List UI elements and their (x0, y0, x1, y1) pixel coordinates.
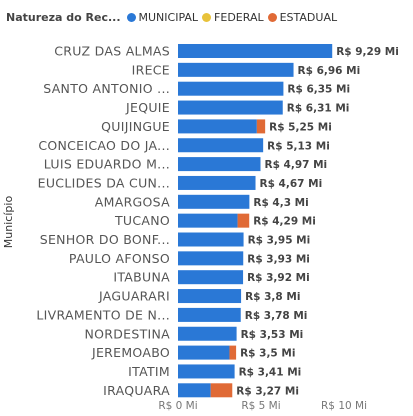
data-label: R$ 9,29 Mi (336, 46, 399, 58)
data-label: R$ 5,25 Mi (269, 121, 332, 133)
legend-item-federal[interactable]: FEDERAL (202, 11, 264, 24)
y-tick-label: EUCLIDES DA CUN... (38, 175, 170, 190)
bar-municipal[interactable] (178, 44, 333, 58)
y-tick-label: ITABUNA (113, 270, 170, 285)
data-label: R$ 3,78 Mi (245, 310, 308, 322)
bar-municipal[interactable] (178, 213, 238, 228)
bar-estadual[interactable] (256, 119, 266, 134)
bar-municipal[interactable] (178, 194, 250, 209)
chart-legend: Natureza do Rec... MUNICIPAL FEDERAL EST… (6, 10, 339, 24)
bar-municipal[interactable] (178, 119, 257, 134)
y-tick-label: CONCEICAO DO JA... (38, 138, 170, 153)
bar-municipal[interactable] (178, 307, 241, 322)
data-label: R$ 3,95 Mi (248, 235, 311, 247)
y-tick-label: JEQUIE (125, 100, 170, 115)
data-label: R$ 3,41 Mi (239, 366, 302, 378)
y-tick-label: QUIJINGUE (101, 119, 170, 134)
x-tick-label: R$ 10 Mi (321, 400, 367, 412)
bar-municipal[interactable] (178, 138, 264, 153)
bar-municipal[interactable] (178, 270, 244, 285)
bar-municipal[interactable] (178, 383, 211, 398)
data-labels: R$ 9,29 Mi R$ 6,96 Mi R$ 6,35 Mi R$ 6,31 Mi… (236, 46, 399, 397)
y-tick-label: LIVRAMENTO DE N... (36, 307, 170, 322)
bar-municipal[interactable] (178, 345, 230, 360)
data-label: R$ 4,3 Mi (253, 197, 308, 209)
legend-label-federal: FEDERAL (214, 10, 264, 24)
x-tick-labels: R$ 0 Mi R$ 5 Mi R$ 10 Mi (158, 400, 367, 412)
x-tick-label: R$ 0 Mi (158, 400, 197, 412)
legend-label-estadual: ESTADUAL (279, 10, 338, 24)
data-label: R$ 6,31 Mi (287, 103, 350, 115)
y-tick-label: AMARGOSA (95, 194, 170, 209)
bar-municipal[interactable] (178, 289, 242, 304)
y-tick-label: IRAQUARA (103, 383, 170, 398)
y-tick-label: IRECE (132, 62, 170, 77)
y-tick-label: TUCANO (114, 213, 170, 228)
legend-item-estadual[interactable]: ESTADUAL (267, 10, 338, 24)
y-tick-label: CRUZ DAS ALMAS (54, 44, 170, 59)
bar-municipal[interactable] (178, 251, 244, 266)
y-tick-label: LUIS EDUARDO M... (44, 157, 170, 172)
legend-dot-municipal (126, 12, 136, 22)
y-tick-label: SANTO ANTONIO ... (43, 81, 170, 96)
data-label: R$ 3,92 Mi (247, 272, 310, 284)
bar-municipal[interactable] (178, 326, 237, 341)
y-tick-label: JAGUARARI (98, 289, 170, 304)
legend-dot-federal (202, 12, 212, 22)
data-label: R$ 3,93 Mi (247, 253, 310, 265)
bar-estadual[interactable] (237, 213, 250, 228)
bar-municipal[interactable] (178, 175, 256, 190)
data-label: R$ 6,35 Mi (287, 84, 350, 96)
data-label: R$ 3,5 Mi (240, 348, 295, 360)
data-label: R$ 3,53 Mi (241, 329, 304, 341)
bar-municipal[interactable] (178, 232, 244, 247)
legend-dot-estadual (267, 12, 277, 22)
y-tick-label: SENHOR DO BONF... (40, 232, 170, 247)
legend-label-municipal: MUNICIPAL (138, 10, 199, 24)
legend-item-municipal[interactable]: MUNICIPAL (126, 10, 199, 24)
x-tick-label: R$ 5 Mi (241, 400, 280, 412)
y-tick-label: NORDESTINA (84, 326, 170, 341)
data-label: R$ 6,96 Mi (298, 65, 361, 77)
data-label: R$ 5,13 Mi (267, 140, 330, 152)
bar-municipal[interactable] (178, 62, 294, 77)
y-tick-label: ITATIM (128, 364, 170, 379)
bar-municipal[interactable] (178, 364, 235, 379)
y-tick-label: JEREMOABO (91, 345, 170, 360)
bar-estadual[interactable] (210, 383, 233, 398)
bar-estadual[interactable] (229, 345, 237, 360)
bar-municipal[interactable] (178, 81, 284, 96)
y-tick-labels: CRUZ DAS ALMAS IRECE SANTO ANTONIO ... JEQU… (36, 44, 170, 398)
data-label: R$ 3,8 Mi (245, 291, 300, 303)
data-label: R$ 4,29 Mi (253, 216, 316, 228)
data-label: R$ 3,27 Mi (236, 385, 299, 397)
y-tick-label: PAULO AFONSO (69, 251, 170, 266)
bars-group (178, 44, 333, 398)
data-label: R$ 4,67 Mi (260, 178, 323, 190)
y-axis-title: Município (2, 196, 15, 249)
bar-municipal[interactable] (178, 157, 261, 172)
data-label: R$ 4,97 Mi (265, 159, 328, 171)
bar-municipal[interactable] (178, 100, 283, 115)
legend-title: Natureza do Rec... (6, 10, 121, 24)
